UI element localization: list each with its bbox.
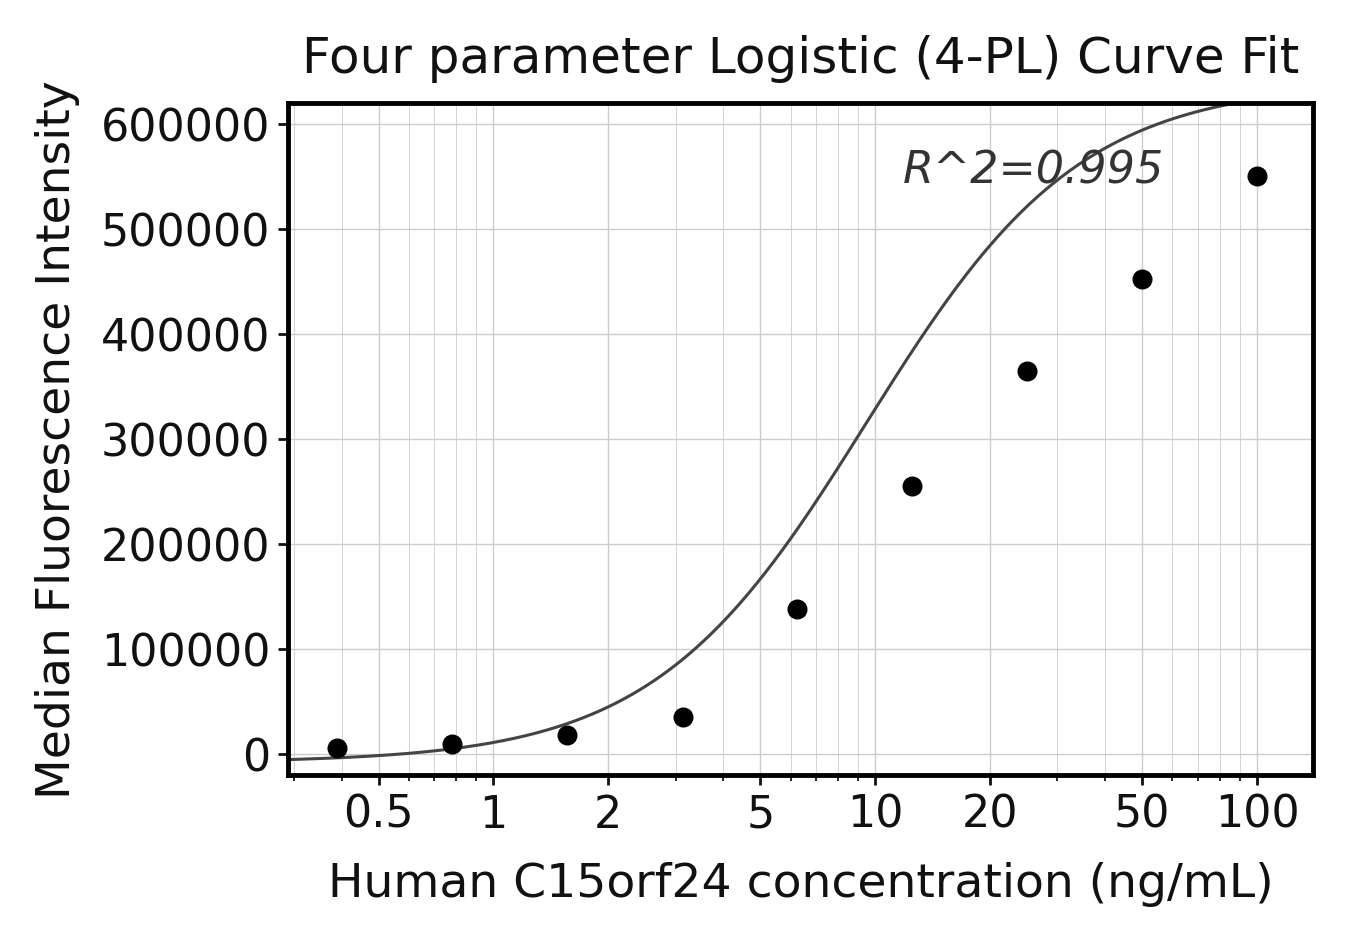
Point (1131, 272, 1153, 287)
Point (1016, 363, 1037, 378)
Title: Four parameter Logistic (4-PL) Curve Fit: Four parameter Logistic (4-PL) Curve Fit (302, 35, 1299, 83)
Y-axis label: Median Fluorescence Intensity: Median Fluorescence Intensity (35, 80, 79, 799)
X-axis label: Human C15orf24 concentration (ng/mL): Human C15orf24 concentration (ng/mL) (327, 861, 1273, 906)
Point (1246, 169, 1268, 184)
Point (672, 710, 694, 726)
Point (901, 479, 923, 494)
Point (442, 737, 463, 752)
Point (326, 741, 348, 756)
Point (556, 727, 578, 742)
Text: R^2=0.995: R^2=0.995 (902, 150, 1164, 193)
Point (787, 602, 808, 617)
